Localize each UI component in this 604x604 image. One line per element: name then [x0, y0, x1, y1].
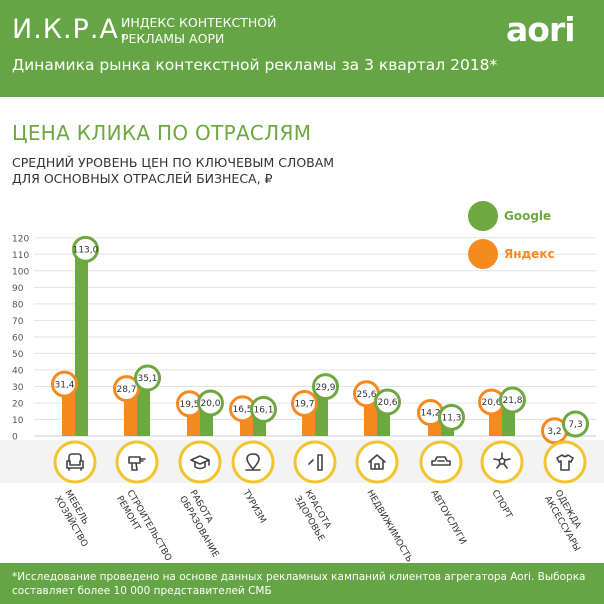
footer-banner: *Исследование проведено на основе данных…: [0, 563, 604, 604]
icon-ring: [53, 440, 97, 484]
icon-ring: [543, 440, 587, 484]
data-label-google: 11,3: [441, 414, 461, 424]
footnote: *Исследование проведено на основе данных…: [12, 571, 586, 597]
data-label-yandex: 20,6: [481, 398, 501, 408]
y-tick-label: 50: [12, 350, 24, 360]
y-tick-label: 60: [12, 333, 24, 343]
data-label-google: 7,3: [568, 420, 582, 430]
y-tick-label: 30: [12, 383, 24, 393]
legend-item: Яндекс: [468, 239, 555, 269]
data-label-yandex: 16,5: [232, 405, 252, 415]
data-label-yandex: 14,2: [420, 409, 440, 419]
legend-label: Яндекс: [504, 247, 555, 261]
data-label-google-bubble: [374, 388, 401, 416]
y-tick-label: 10: [12, 416, 24, 426]
aori-logo: aori: [506, 10, 576, 49]
icon-ring: [293, 440, 337, 484]
car-icon: [419, 440, 463, 484]
data-label-yandex: 31,4: [54, 380, 74, 390]
y-tick-label: 80: [12, 300, 24, 310]
icon-ring: [355, 440, 399, 484]
data-label-yandex: 3,2: [547, 427, 561, 437]
data-label-google: 21,8: [502, 396, 522, 406]
drill-icon: [115, 440, 159, 484]
y-tick-label: 120: [12, 234, 29, 244]
data-label-google: 20,0: [200, 399, 220, 409]
icon-ring: [115, 440, 159, 484]
x-tick-label: НЕДВИЖИМОСТЬ: [364, 489, 413, 565]
y-tick-label: 70: [12, 317, 24, 327]
icon-ring: [231, 440, 275, 484]
x-tick-label-line: НЕДВИЖИМОСТЬ: [364, 489, 413, 565]
icon-ring: [419, 440, 463, 484]
x-tick-label-line: ТУРИЗМ: [240, 488, 268, 526]
y-tick-label: 90: [12, 284, 24, 294]
data-label-google-bubble: [134, 364, 161, 392]
cosmetics-icon: [293, 440, 337, 484]
legend-swatch: [468, 201, 498, 231]
data-label-yandex: 28,7: [116, 385, 136, 395]
data-label-google: 29,9: [315, 383, 335, 393]
brand-subtitle: ИНДЕКС КОНТЕКСТНОЙ РЕКЛАМЫ АОРИ: [121, 15, 277, 46]
y-tick-label: 0: [12, 433, 18, 443]
icon-ring: [178, 440, 222, 484]
data-label-google: 16,1: [253, 406, 273, 416]
data-label-google-bubble: [499, 386, 526, 414]
tshirt-icon: [543, 440, 587, 484]
y-tick-label: 40: [12, 366, 24, 376]
data-label-yandex: 25,6: [356, 390, 376, 400]
graduation-cap-icon: [178, 440, 222, 484]
house-icon: [355, 440, 399, 484]
map-pin-icon: [231, 440, 275, 484]
bar-google: [137, 378, 150, 436]
armchair-icon: [53, 440, 97, 484]
legend-item: Google: [468, 201, 551, 231]
data-label-yandex-bubble: [113, 375, 140, 403]
x-tick-label: АВТОУСЛУГИ: [428, 489, 467, 547]
data-label-google: 20,6: [377, 398, 397, 408]
chart-title: ЦЕНА КЛИКА ПО ОТРАСЛЯМ: [12, 121, 312, 145]
x-tick-label-line: СПОРТ: [489, 489, 513, 521]
data-label-google-bubble: [312, 373, 339, 401]
data-label-yandex: 19,7: [294, 400, 314, 410]
chart-description: СРЕДНИЙ УРОВЕНЬ ЦЕН ПО КЛЮЧЕВЫМ СЛОВАМ Д…: [12, 155, 335, 186]
data-label-google-bubble: [72, 235, 99, 263]
legend-swatch: [468, 239, 498, 269]
icon-ring: [480, 440, 524, 484]
brand-title: И.К.Р.А.: [12, 14, 129, 45]
soccer-ball-icon: [480, 440, 524, 484]
data-label-google: 35,1: [137, 374, 157, 384]
data-label-yandex: 19,5: [179, 400, 199, 410]
x-tick-label: ТУРИЗМ: [240, 488, 268, 526]
data-label-yandex-bubble: [291, 389, 318, 417]
legend-label: Google: [504, 209, 551, 223]
y-tick-label: 20: [12, 399, 24, 409]
data-label-google-bubble: [562, 410, 589, 438]
x-tick-label-line: АВТОУСЛУГИ: [428, 489, 467, 547]
data-label-google-bubble: [197, 389, 224, 417]
report-subtitle: Динамика рынка контекстной рекламы за 3 …: [12, 56, 498, 74]
data-label-google-bubble: [438, 403, 465, 431]
y-tick-label: 100: [12, 267, 29, 277]
bar-google: [75, 249, 88, 436]
data-label-yandex-bubble: [51, 370, 78, 398]
header-banner: И.К.Р.А. ИНДЕКС КОНТЕКСТНОЙ РЕКЛАМЫ АОРИ…: [0, 0, 604, 97]
data-label-google: 113,0: [73, 246, 99, 256]
y-tick-label: 110: [12, 251, 29, 261]
data-label-google-bubble: [250, 395, 277, 423]
x-tick-label: СПОРТ: [489, 489, 513, 521]
